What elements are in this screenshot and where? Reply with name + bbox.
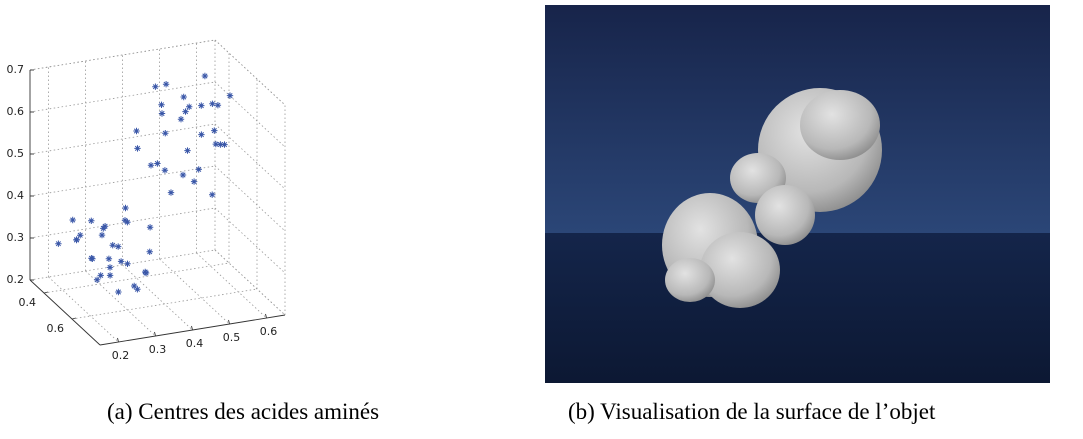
x-tick-label: 0.5 — [223, 331, 241, 344]
grid-line — [214, 81, 286, 148]
grid-line — [43, 262, 230, 294]
point — [209, 100, 216, 107]
tick-mark — [117, 337, 119, 343]
point — [182, 108, 189, 115]
point — [115, 243, 122, 250]
point — [154, 160, 161, 167]
point — [122, 204, 129, 212]
grid-line — [29, 81, 216, 113]
point — [55, 240, 62, 247]
point — [180, 93, 187, 101]
point — [167, 189, 175, 196]
caption: (b) Visualisation de la surface de l’obj… — [568, 399, 936, 424]
point — [212, 140, 219, 148]
point — [98, 231, 106, 239]
point — [124, 260, 131, 267]
point — [158, 110, 166, 117]
point — [131, 282, 138, 290]
point — [186, 103, 193, 110]
point — [214, 102, 222, 109]
point — [97, 272, 104, 279]
point — [179, 171, 187, 179]
point — [226, 92, 234, 99]
point — [146, 248, 153, 255]
point — [109, 242, 116, 249]
grid-line — [29, 249, 216, 281]
point — [217, 141, 224, 148]
point — [161, 167, 169, 174]
point — [177, 116, 185, 123]
point — [73, 236, 80, 243]
tick-mark — [191, 325, 193, 331]
render-image — [545, 5, 1050, 383]
point — [190, 178, 198, 185]
point — [106, 272, 114, 279]
tick-mark — [71, 317, 77, 320]
point — [133, 127, 140, 135]
grid-line — [196, 252, 267, 319]
point — [201, 72, 209, 80]
point — [147, 162, 155, 169]
z-tick-label: 0.2 — [7, 273, 25, 286]
x-tick-label: 0.2 — [112, 349, 130, 362]
point — [162, 130, 169, 137]
tick-mark — [43, 291, 49, 294]
point — [162, 81, 170, 88]
grid-line — [29, 207, 216, 239]
grid-line — [29, 123, 216, 155]
point — [121, 217, 129, 224]
point — [209, 191, 216, 198]
point — [211, 127, 218, 134]
caption: (a) Centres des acides aminés — [107, 399, 379, 424]
y-tick-label: 0.6 — [47, 322, 65, 335]
point — [101, 223, 109, 230]
point — [198, 102, 205, 109]
point — [117, 258, 125, 265]
point — [184, 147, 191, 154]
point — [195, 166, 202, 173]
point — [88, 217, 95, 224]
grid-line — [214, 249, 286, 316]
z-tick-label: 0.4 — [7, 189, 25, 202]
point — [134, 145, 141, 152]
tick-mark — [154, 331, 156, 337]
grid-line — [214, 123, 286, 190]
x-tick-label: 0.3 — [149, 343, 167, 356]
axis-line — [29, 279, 101, 346]
point — [77, 232, 84, 239]
grid-line — [214, 207, 286, 274]
grid-line — [29, 39, 216, 71]
point — [105, 255, 113, 262]
point — [134, 286, 141, 293]
point — [142, 269, 150, 277]
image-floor — [545, 233, 1050, 383]
grid-line — [29, 165, 216, 197]
molecule-surface — [662, 88, 882, 308]
point — [106, 264, 114, 271]
y-tick-label: 0.4 — [19, 296, 37, 309]
point — [158, 101, 165, 108]
tick-mark — [228, 319, 230, 325]
point — [198, 131, 205, 138]
point — [221, 141, 228, 148]
point — [93, 276, 101, 283]
z-tick-label: 0.3 — [7, 231, 25, 244]
grid-line — [214, 165, 286, 232]
z-tick-label: 0.6 — [7, 105, 25, 118]
grid-line — [122, 264, 193, 331]
point — [146, 224, 154, 231]
z-tick-label: 0.7 — [7, 63, 25, 76]
x-tick-label: 0.4 — [186, 337, 204, 350]
grid-line — [214, 39, 286, 106]
z-tick-label: 0.5 — [7, 147, 25, 160]
x-tick-label: 0.6 — [260, 325, 278, 338]
tick-mark — [265, 313, 267, 319]
point — [152, 83, 159, 90]
point — [69, 216, 76, 224]
point — [89, 255, 96, 262]
grid-line — [71, 288, 258, 320]
point — [115, 288, 122, 296]
